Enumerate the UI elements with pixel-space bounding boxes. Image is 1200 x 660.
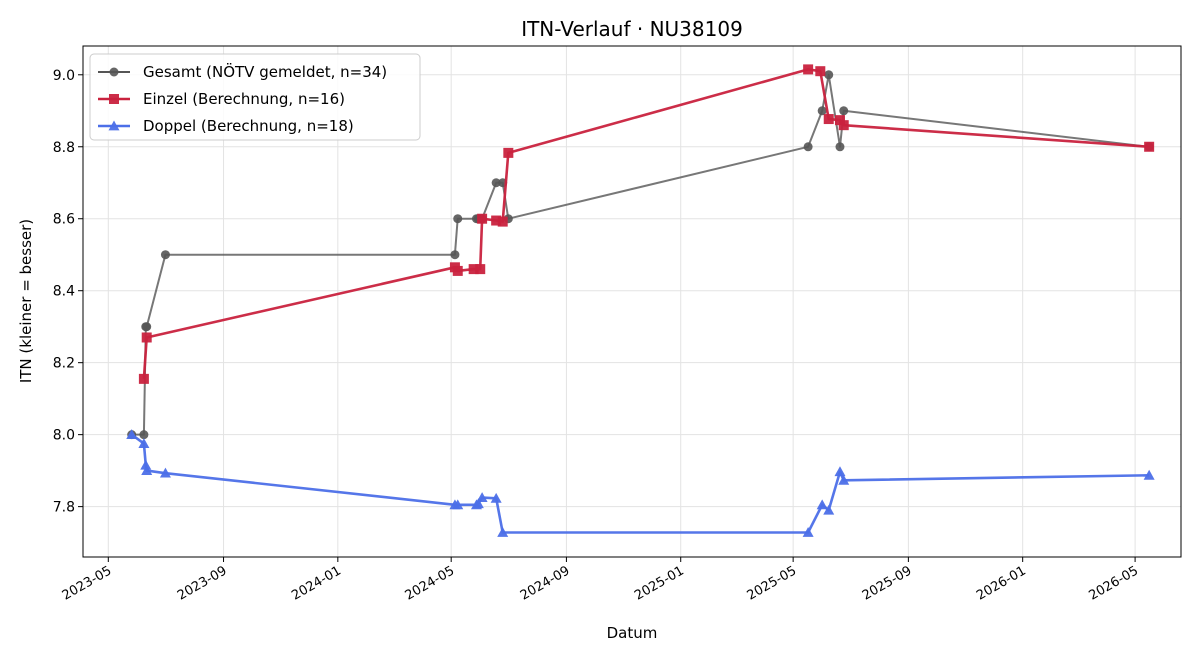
- y-axis-label: ITN (kleiner = besser): [17, 219, 35, 383]
- data-point: [497, 216, 508, 227]
- data-point: [815, 66, 826, 77]
- data-point: [497, 527, 509, 537]
- y-tick-label: 7.8: [53, 500, 75, 516]
- data-point: [141, 332, 152, 343]
- data-point: [491, 215, 502, 226]
- data-point: [503, 147, 514, 158]
- legend-label: Gesamt (NÖTV gemeldet, n=34): [143, 62, 387, 81]
- series-1: [138, 64, 1155, 384]
- data-point: [476, 492, 488, 503]
- grid-lines: [83, 46, 1181, 557]
- data-point: [803, 142, 813, 152]
- data-point: [142, 322, 152, 332]
- legend-label: Einzel (Berechnung, n=16): [143, 90, 345, 108]
- x-axis-label: Datum: [607, 624, 658, 642]
- y-tick-label: 8.6: [53, 212, 75, 228]
- data-point: [817, 106, 827, 116]
- x-axis: 2023-05 2023-09 2024-01 2024-05 2024-09 2025-…: [60, 557, 1141, 604]
- data-point: [452, 499, 464, 510]
- x-tick-label: 2026-05: [1087, 563, 1142, 603]
- data-point: [472, 498, 484, 509]
- x-tick-label: 2025-01: [632, 563, 687, 603]
- data-point: [838, 120, 849, 131]
- x-tick-label: 2024-01: [289, 563, 344, 603]
- legend-swatch-marker: [108, 120, 120, 131]
- data-point: [159, 467, 171, 478]
- x-tick-label: 2024-09: [518, 563, 573, 603]
- data-point: [140, 459, 152, 470]
- data-point: [477, 213, 488, 224]
- x-tick-label: 2023-09: [175, 563, 230, 603]
- legend: Gesamt (NÖTV gemeldet, n=34) Einzel (Bere…: [89, 53, 421, 141]
- data-point: [1143, 469, 1155, 480]
- data-point: [139, 430, 149, 440]
- series-layer: [126, 64, 1155, 537]
- data-point: [838, 474, 850, 485]
- data-point: [126, 429, 138, 440]
- data-point: [834, 115, 845, 126]
- y-tick-label: 8.0: [53, 428, 75, 444]
- data-point: [1144, 141, 1155, 152]
- data-point: [475, 264, 486, 275]
- data-point: [452, 265, 463, 276]
- series-line: [130, 433, 1150, 534]
- x-tick-label: 2025-05: [745, 563, 800, 603]
- x-tick-label: 2024-05: [403, 563, 458, 603]
- data-point: [491, 178, 501, 188]
- plot-frame: [82, 45, 1182, 558]
- series-2: [126, 429, 1155, 537]
- data-point: [802, 527, 814, 537]
- chart-title: ITN-Verlauf · NU38109: [521, 17, 743, 41]
- data-point: [450, 250, 460, 260]
- legend-label: Doppel (Berechnung, n=18): [143, 117, 354, 135]
- data-point: [803, 64, 814, 75]
- data-point: [824, 70, 834, 80]
- data-point: [453, 214, 463, 224]
- data-point: [141, 465, 153, 476]
- data-point: [823, 504, 835, 515]
- data-point: [160, 250, 170, 260]
- legend-box: [89, 53, 421, 141]
- data-point: [839, 106, 849, 116]
- data-point: [490, 492, 502, 503]
- data-point: [835, 142, 845, 152]
- y-tick-label: 9.0: [53, 68, 75, 84]
- y-tick-label: 8.8: [53, 140, 75, 156]
- data-point: [138, 373, 149, 384]
- y-axis: 7.8 8.0 8.2 8.4 8.6 8.8 9.0: [53, 68, 83, 516]
- x-tick-label: 2023-05: [60, 563, 115, 603]
- y-tick-label: 8.4: [53, 284, 75, 300]
- x-tick-label: 2026-01: [974, 563, 1029, 603]
- legend-swatch-marker: [109, 94, 119, 104]
- x-tick-label: 2025-09: [860, 563, 915, 603]
- data-point: [468, 264, 479, 275]
- data-point: [823, 114, 834, 125]
- legend-swatch-marker: [109, 67, 119, 77]
- data-point: [834, 466, 846, 477]
- data-point: [138, 438, 150, 449]
- y-tick-label: 8.2: [53, 356, 75, 372]
- data-point: [816, 499, 828, 510]
